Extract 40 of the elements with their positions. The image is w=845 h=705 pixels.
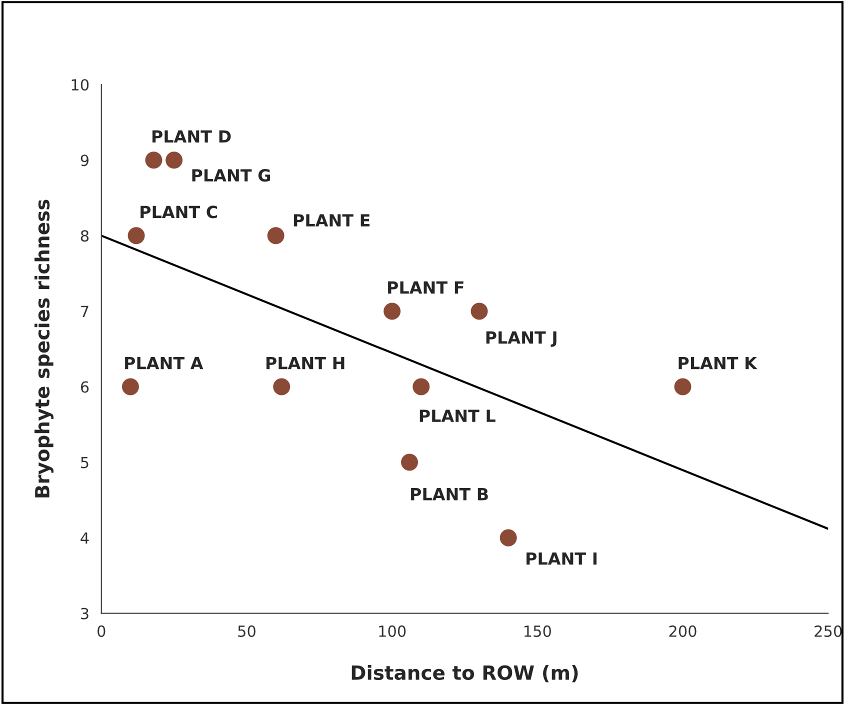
point [267,227,284,244]
x-tick-label: 50 [238,625,256,637]
annotation: PLANT E [294,214,370,226]
y-tick-label: 3 [81,608,88,620]
x-axis-title: Distance to ROW (m) [352,664,578,682]
point [273,378,290,396]
annotation: PLANT B [411,488,488,500]
point [500,529,517,546]
x-tick-label: 100 [379,625,406,637]
annotation: PLANT L [420,410,496,422]
point [412,378,430,396]
point [470,302,488,320]
y-tick-label: 10 [72,79,89,91]
point [401,454,418,471]
annotation: PLANT C [140,206,218,218]
y-tick-label: 7 [81,306,88,318]
point [122,378,139,396]
annotation: PLANT D [152,130,231,143]
annotation: PLANT A [125,356,204,370]
point [384,302,401,320]
annotation: PLANT J [486,331,556,347]
annotation: PLANT I [526,552,597,565]
point [145,152,162,169]
y-tick-label: 6 [80,381,89,393]
x-tick-label: 0 [98,625,106,637]
y-tick-label: 4 [80,532,89,544]
y-tick-label: 8 [80,230,89,242]
x-tick-label: 250 [814,625,842,637]
point [166,152,183,169]
x-tick-label: 150 [524,625,551,637]
annotation: PLANT K [678,356,758,370]
y-tick-label: 5 [81,456,88,468]
point [674,378,692,396]
point [128,227,145,244]
x-tick-label: 200 [669,625,696,637]
annotation: PLANT H [266,356,344,370]
y-axis-title: Bryophyte species richness [34,200,54,498]
y-tick-label: 9 [80,154,89,166]
annotation: PLANT G [192,169,270,182]
annotation: PLANT F [388,281,464,294]
